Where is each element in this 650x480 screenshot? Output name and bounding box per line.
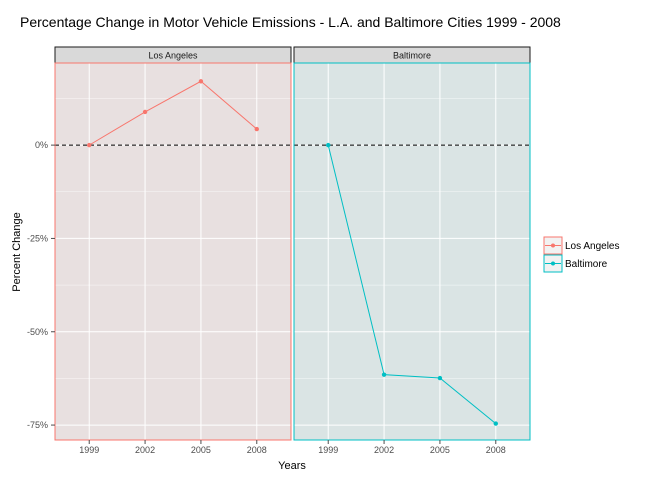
data-point-baltimore-1999 <box>326 142 331 148</box>
legend-label-los-angeles: Los Angeles <box>565 241 620 252</box>
data-point-baltimore-2005 <box>437 375 443 381</box>
series-line-los-angeles <box>88 80 258 146</box>
x-tick-label: 2008 <box>247 445 267 455</box>
data-point-baltimore-2008 <box>493 421 498 426</box>
data-point-los-angeles-2008 <box>254 126 259 132</box>
x-axis-title: Years <box>278 460 306 472</box>
legend-key-point <box>551 243 555 248</box>
legend-item-los-angeles: Los Angeles <box>543 236 620 255</box>
y-tick-label: 0% <box>35 140 48 150</box>
data-point-los-angeles-2005 <box>198 79 204 84</box>
panel-border-los-angeles <box>54 62 292 441</box>
chart-title: Percentage Change in Motor Vehicle Emiss… <box>20 14 561 30</box>
data-point-baltimore-2002 <box>381 372 387 377</box>
panel-baltimore: Baltimore 1999 2002 2005 2008 <box>293 46 531 455</box>
x-tick-label: 2002 <box>135 445 155 455</box>
panel-los-angeles: Los Angeles 1999 2002 2005 2008 <box>54 46 292 455</box>
strip-label-los-angeles: Los Angeles <box>148 51 198 61</box>
panel-border-baltimore <box>293 62 531 441</box>
x-tick-label: 2005 <box>430 445 450 455</box>
y-tick-label: -25% <box>27 233 48 243</box>
strip-label-baltimore: Baltimore <box>393 51 431 61</box>
legend: Los Angeles Baltimore <box>543 236 620 273</box>
x-tick-label: 2002 <box>374 445 394 455</box>
x-tick-label: 1999 <box>79 445 99 455</box>
data-point-los-angeles-1999 <box>87 142 92 148</box>
legend-key-point <box>551 261 555 266</box>
panel-background-baltimore <box>294 63 530 440</box>
facet-panels: Los Angeles 1999 2002 2005 2008 Baltimore 1999… <box>54 46 531 455</box>
x-tick-label: 2008 <box>486 445 506 455</box>
y-tick-label: -75% <box>27 420 48 430</box>
x-tick-label: 1999 <box>318 445 338 455</box>
legend-item-baltimore: Baltimore <box>543 254 608 273</box>
y-axis-title: Percent Change <box>11 212 23 292</box>
data-point-los-angeles-2002 <box>142 109 148 115</box>
panel-background-los-angeles <box>55 63 291 440</box>
legend-label-baltimore: Baltimore <box>565 259 608 270</box>
y-tick-label: -50% <box>27 327 48 337</box>
x-tick-label: 2005 <box>191 445 211 455</box>
y-axis: 0% -25% -50% -75% <box>27 140 55 430</box>
series-line-baltimore <box>327 145 497 424</box>
